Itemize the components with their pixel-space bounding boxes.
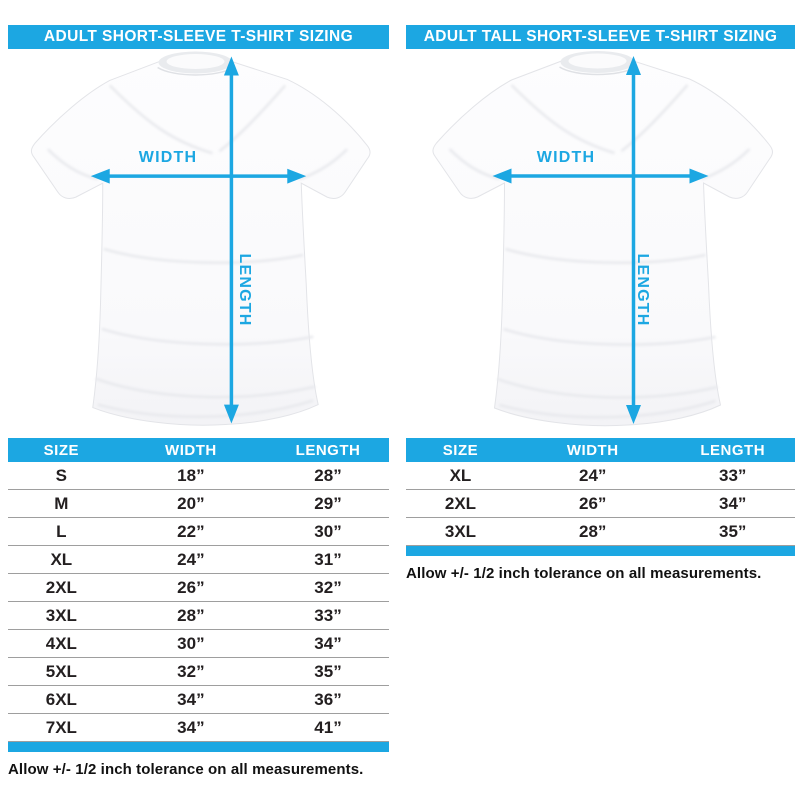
width-cell: 26” [177, 577, 205, 597]
tolerance-note-regular: Allow +/- 1/2 inch tolerance on all meas… [8, 761, 364, 778]
panel-regular-sizing: ADULT SHORT-SLEEVE T-SHIRT SIZING [8, 25, 389, 778]
width-cell: 28” [177, 605, 205, 625]
header-length: LENGTH [700, 441, 766, 459]
width-cell: 30” [177, 633, 205, 653]
tshirt-image [432, 51, 773, 427]
length-cell: 33” [719, 465, 747, 485]
banner-tall-title: ADULT TALL SHORT-SLEEVE T-SHIRT SIZING [423, 28, 778, 45]
tolerance-note-tall: Allow +/- 1/2 inch tolerance on all meas… [406, 565, 762, 582]
tshirt-diagram-regular: WIDTH LENGTH [8, 49, 389, 438]
size-cell: 3XL [444, 521, 477, 541]
length-cell: 28” [314, 465, 342, 485]
length-measure-label: LENGTH [236, 253, 253, 327]
table-header-row: SIZE WIDTH LENGTH [406, 438, 795, 462]
tshirt-image [30, 51, 371, 426]
size-cell: XL [50, 549, 73, 569]
length-cell: 35” [719, 521, 747, 541]
banner-regular: ADULT SHORT-SLEEVE T-SHIRT SIZING [8, 25, 389, 49]
length-cell: 30” [314, 521, 342, 541]
collar-inner [166, 53, 225, 69]
header-size: SIZE [43, 441, 79, 459]
panel-tall-sizing: ADULT TALL SHORT-SLEEVE T-SHIRT SIZING [406, 25, 795, 582]
size-cell: 2XL [444, 493, 477, 513]
size-cell: 4XL [45, 633, 77, 653]
table-end-bar [8, 742, 389, 752]
tshirt-silhouette [432, 53, 773, 427]
size-cell: 6XL [45, 689, 77, 709]
width-cell: 32” [177, 661, 205, 681]
size-cell: M [54, 493, 69, 513]
width-cell: 26” [578, 493, 607, 513]
table-row: XL 24” 31” [8, 546, 389, 574]
table-row: S 18” 28” [8, 462, 389, 490]
fabric-wrinkles [448, 84, 751, 419]
length-cell: 29” [314, 493, 342, 513]
table-row: 3XL 28” 33” [8, 602, 389, 630]
table-end-bar [406, 546, 795, 556]
size-cell: L [56, 521, 67, 541]
width-arrow [492, 168, 709, 184]
fabric-wrinkles [47, 84, 348, 419]
header-width: WIDTH [566, 441, 619, 459]
length-cell: 35” [314, 661, 342, 681]
table-row: 3XL 28” 35” [406, 518, 795, 546]
collar-inner [568, 53, 627, 69]
width-cell: 28” [578, 521, 607, 541]
tshirt-silhouette [30, 54, 371, 426]
size-cell: 2XL [45, 577, 77, 597]
width-arrow [90, 168, 307, 184]
table-row: 4XL 30” 34” [8, 630, 389, 658]
length-measure-label: LENGTH [634, 253, 651, 327]
length-cell: 41” [314, 717, 342, 737]
size-cell: S [55, 465, 67, 485]
length-cell: 32” [314, 577, 342, 597]
width-cell: 24” [578, 465, 607, 485]
length-cell: 36” [314, 689, 342, 709]
table-row: M 20” 29” [8, 490, 389, 518]
width-cell: 20” [177, 493, 205, 513]
width-measure-label: WIDTH [536, 149, 596, 166]
length-cell: 34” [314, 633, 342, 653]
size-cell: XL [449, 465, 472, 485]
table-row: L 22” 30” [8, 518, 389, 546]
table-header-row: SIZE WIDTH LENGTH [8, 438, 389, 462]
width-cell: 18” [177, 465, 205, 485]
width-measure-label: WIDTH [138, 149, 198, 166]
header-width: WIDTH [165, 441, 217, 459]
width-cell: 24” [177, 549, 205, 569]
table-row: 5XL 32” 35” [8, 658, 389, 686]
size-cell: 3XL [45, 605, 77, 625]
length-arrow [626, 56, 641, 424]
length-cell: 31” [314, 549, 342, 569]
width-cell: 34” [177, 689, 205, 709]
table-row: XL 24” 33” [406, 462, 795, 490]
width-cell: 34” [177, 717, 205, 737]
length-cell: 33” [314, 605, 342, 625]
table-row: 7XL 34” 41” [8, 714, 389, 742]
length-arrow [223, 56, 239, 424]
banner-tall: ADULT TALL SHORT-SLEEVE T-SHIRT SIZING [406, 25, 795, 49]
size-cell: 7XL [45, 717, 77, 737]
table-row: 2XL 26” 34” [406, 490, 795, 518]
table-row: 2XL 26” 32” [8, 574, 389, 602]
header-length: LENGTH [295, 441, 361, 459]
width-cell: 22” [177, 521, 205, 541]
size-table-tall: SIZE WIDTH LENGTH XL 24” 33” 2XL 26” 34”… [406, 438, 795, 556]
banner-regular-title: ADULT SHORT-SLEEVE T-SHIRT SIZING [43, 28, 354, 45]
tshirt-diagram-tall: WIDTH LENGTH [406, 49, 795, 438]
size-cell: 5XL [45, 661, 77, 681]
table-row: 6XL 34” 36” [8, 686, 389, 714]
size-table-regular: SIZE WIDTH LENGTH S 18” 28” M 20” 29” L … [8, 438, 389, 752]
header-size: SIZE [442, 441, 479, 459]
length-cell: 34” [719, 493, 747, 513]
